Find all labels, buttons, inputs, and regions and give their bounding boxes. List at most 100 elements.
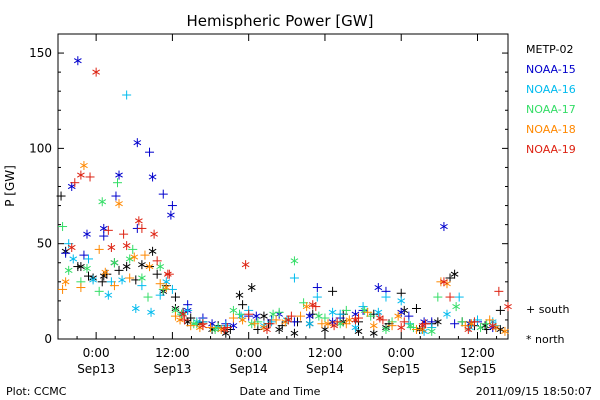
data-point-north — [98, 197, 107, 207]
data-point-south — [289, 273, 299, 283]
data-point-south — [140, 250, 150, 260]
data-point-north — [104, 290, 113, 300]
data-point-north — [418, 321, 427, 331]
y-tick-label: 100 — [29, 141, 52, 155]
y-axis: 0 50 100 150 — [29, 33, 508, 346]
data-point-south — [341, 305, 351, 315]
data-point-north — [208, 319, 216, 329]
x-tick-date-label: Sep14 — [230, 362, 268, 376]
data-point-south — [267, 317, 277, 327]
data-point-north — [69, 254, 78, 264]
data-point-south — [170, 292, 180, 302]
data-points — [56, 56, 512, 338]
data-point-north — [302, 302, 311, 312]
x-axis: 0:00 Sep13 12:00 Sep13 0:00 Sep14 12:00 Sep14 0:… — [76, 34, 498, 376]
data-point-south — [76, 283, 86, 293]
data-point-north — [125, 254, 134, 264]
data-point-north — [107, 243, 116, 252]
data-point-north — [156, 262, 165, 272]
data-point-south — [111, 191, 121, 201]
data-point-south — [250, 319, 260, 329]
data-point-south — [152, 269, 162, 279]
data-point-north — [328, 307, 337, 317]
data-point-north — [397, 296, 406, 306]
data-point-north — [354, 326, 363, 336]
data-point-south — [228, 313, 238, 323]
data-point-north — [345, 315, 354, 325]
data-point-north — [199, 321, 207, 331]
data-point-south — [84, 271, 94, 281]
data-point-north — [130, 252, 139, 262]
data-point-south — [312, 283, 322, 293]
data-point-north — [330, 321, 338, 331]
data-point-south — [61, 248, 71, 258]
data-point-south — [145, 147, 155, 157]
data-point-south — [152, 256, 162, 266]
x-tick-time-label: 0:00 — [235, 346, 262, 360]
data-point-south — [317, 319, 327, 329]
data-point-north — [382, 324, 390, 334]
data-point-north — [148, 246, 157, 256]
data-point-north — [247, 283, 256, 293]
data-point-south — [387, 321, 397, 331]
data-point-north — [501, 326, 509, 336]
data-point-north — [229, 305, 238, 315]
data-point-south — [58, 222, 68, 232]
data-point-south — [109, 281, 119, 291]
data-point-south — [128, 244, 138, 254]
data-point-north — [163, 269, 172, 279]
data-point-north — [433, 317, 442, 327]
data-point-south — [265, 319, 275, 329]
data-point-north — [92, 67, 100, 77]
data-point-south — [411, 324, 421, 334]
x-axis-label: Date and Time — [240, 385, 321, 398]
data-point-north — [162, 283, 171, 293]
data-point-north — [260, 311, 268, 321]
y-axis-label: P [GW] — [3, 165, 17, 207]
data-point-south — [328, 286, 338, 296]
data-point-south — [495, 305, 505, 315]
data-point-north — [269, 309, 277, 319]
data-point-south — [94, 244, 104, 254]
x-tick-time-label: 12:00 — [155, 346, 190, 360]
data-point-south — [244, 309, 254, 319]
data-point-north — [351, 315, 360, 325]
data-point-north — [308, 300, 317, 310]
data-point-north — [263, 324, 271, 334]
data-point-north — [115, 199, 123, 209]
data-point-north — [376, 313, 384, 323]
data-point-south — [450, 319, 460, 329]
data-point-south — [411, 304, 421, 313]
legend-entry: NOAA-17 — [526, 103, 576, 116]
data-point-south — [56, 191, 66, 201]
data-point-north — [138, 260, 146, 270]
data-point-north — [443, 309, 451, 319]
data-point-north — [77, 262, 85, 272]
data-point-north — [252, 311, 261, 321]
data-point-north — [176, 315, 184, 325]
data-point-south — [381, 292, 391, 302]
data-point-south — [137, 223, 147, 233]
data-point-north — [67, 243, 76, 252]
data-point-south — [433, 292, 443, 302]
data-point-north — [397, 323, 406, 333]
data-point-south — [155, 290, 165, 300]
data-point-south — [445, 273, 455, 283]
data-point-north — [238, 315, 247, 325]
data-point-north — [83, 229, 91, 239]
data-point-north — [397, 307, 406, 317]
data-point-north — [305, 319, 314, 329]
data-point-north — [464, 324, 473, 334]
data-point-south — [177, 309, 187, 319]
x-tick-date-label: Sep13 — [77, 362, 115, 376]
data-point-north — [122, 262, 131, 272]
data-point-south — [312, 292, 322, 302]
data-point-north — [110, 258, 119, 268]
legend: METP-02 NOAA-15 NOAA-16 NOAA-17 NOAA-18 NOAA-… — [526, 43, 576, 156]
data-point-north — [67, 182, 76, 191]
data-point-north — [148, 172, 157, 182]
data-point-south — [363, 307, 373, 317]
data-point-north — [80, 161, 88, 171]
